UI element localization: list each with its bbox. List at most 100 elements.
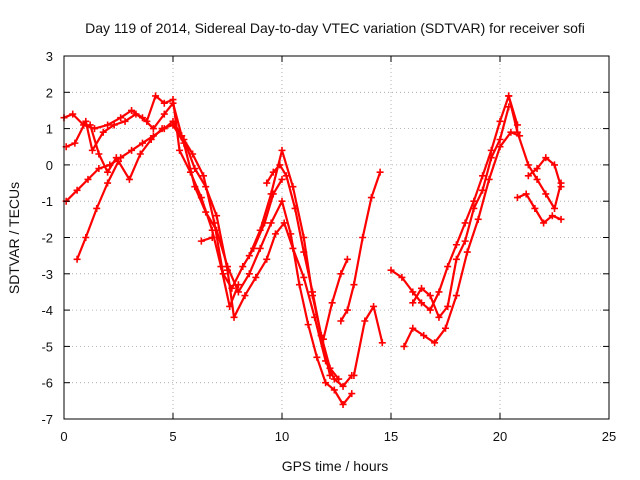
data-point	[418, 299, 426, 307]
data-point	[444, 263, 452, 271]
data-point	[239, 263, 247, 271]
data-point	[291, 204, 299, 212]
data-point	[136, 150, 144, 158]
data-point	[263, 255, 271, 263]
series-line	[75, 123, 353, 406]
data-point	[271, 230, 279, 238]
series-track-10	[337, 168, 384, 325]
data-point	[479, 172, 487, 180]
data-point	[409, 288, 417, 296]
data-point	[319, 335, 327, 343]
chart-title: Day 119 of 2014, Sidereal Day-to-day VTE…	[85, 20, 585, 36]
data-point	[350, 281, 358, 289]
data-point	[99, 128, 107, 136]
data-point	[82, 117, 90, 125]
data-point	[176, 146, 184, 154]
data-point	[95, 150, 103, 158]
x-tick-label: 10	[275, 429, 289, 444]
data-point	[84, 175, 92, 183]
data-point	[487, 154, 495, 162]
series-line	[62, 102, 284, 290]
data-point	[138, 139, 146, 147]
x-tick-label: 25	[602, 429, 616, 444]
data-point	[245, 270, 253, 278]
data-point	[104, 121, 112, 129]
series-line	[339, 171, 382, 323]
data-point	[524, 161, 532, 169]
series-track-8	[263, 161, 343, 383]
data-point	[343, 306, 351, 314]
data-point	[452, 241, 460, 249]
data-point	[337, 317, 345, 325]
data-point	[418, 284, 426, 292]
series-track-9	[319, 255, 351, 343]
series-track-3	[62, 117, 356, 390]
data-point	[115, 157, 122, 165]
data-point	[128, 106, 136, 114]
data-point	[71, 139, 79, 147]
series-line	[89, 123, 118, 174]
data-point	[348, 390, 356, 398]
x-axis-label: GPS time / hours	[282, 458, 389, 474]
data-point	[435, 313, 443, 321]
data-point	[524, 172, 532, 180]
data-point	[73, 186, 81, 194]
y-tick-label: 0	[46, 158, 53, 173]
data-point	[542, 190, 550, 198]
data-point	[132, 110, 140, 118]
data-point	[409, 324, 417, 332]
x-tick-label: 15	[384, 429, 398, 444]
data-point	[548, 212, 556, 220]
data-point	[335, 375, 343, 383]
y-tick-label: 3	[46, 49, 53, 64]
series-line	[322, 258, 349, 341]
data-point	[300, 248, 308, 256]
data-point	[367, 194, 375, 202]
data-point	[252, 273, 260, 281]
data-point	[104, 179, 112, 187]
data-point	[208, 234, 216, 241]
data-point	[82, 234, 90, 241]
y-tick-label: 2	[46, 85, 53, 100]
data-point	[234, 288, 242, 296]
series-track-4	[73, 121, 356, 408]
data-point	[387, 266, 395, 274]
data-point	[276, 161, 284, 169]
y-tick-label: 1	[46, 122, 53, 137]
series-line	[403, 131, 521, 348]
data-point	[322, 379, 330, 387]
data-point	[513, 128, 521, 136]
data-point	[326, 364, 334, 372]
data-point	[213, 212, 221, 220]
data-point	[256, 226, 264, 234]
data-point	[426, 292, 434, 300]
data-point	[398, 273, 406, 281]
series-track-13	[400, 128, 524, 350]
data-point	[474, 215, 482, 223]
y-tick-label: -4	[41, 303, 53, 318]
data-point	[522, 190, 530, 198]
series-track-11	[350, 302, 386, 379]
series-track-17	[524, 154, 565, 191]
data-point	[463, 248, 471, 256]
data-point	[557, 215, 565, 223]
data-point	[435, 288, 443, 296]
data-point	[197, 237, 205, 245]
series-track-14	[409, 103, 513, 321]
data-point	[278, 197, 286, 205]
data-point	[300, 273, 308, 281]
data-point	[533, 165, 541, 173]
data-point	[470, 204, 478, 212]
data-point	[202, 208, 210, 216]
data-point	[330, 386, 338, 394]
data-point	[359, 234, 367, 241]
series-line	[389, 94, 519, 312]
series-line	[411, 105, 510, 319]
data-point	[143, 117, 151, 125]
y-tick-label: -2	[41, 231, 53, 246]
data-point	[191, 165, 199, 173]
data-point	[409, 299, 417, 307]
series-track-16	[513, 190, 565, 227]
data-point	[280, 219, 288, 227]
